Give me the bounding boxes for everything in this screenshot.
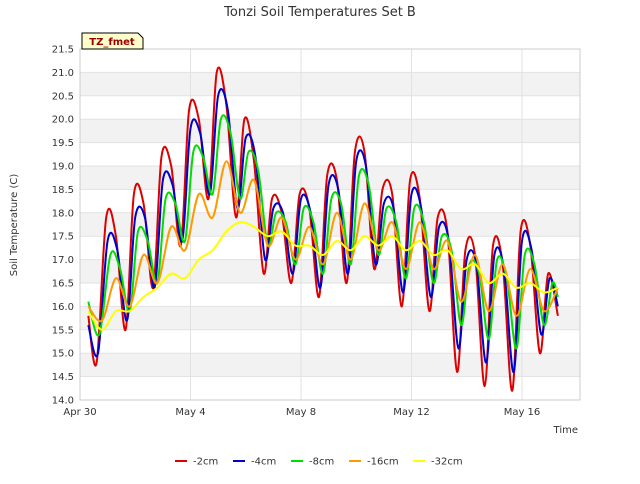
x-tick-label: Apr 30	[63, 407, 96, 418]
series-line-8cm	[87, 114, 559, 350]
legend-item: -8cm	[291, 457, 334, 468]
plot-band	[80, 353, 580, 377]
x-axis-label: Time	[553, 425, 578, 436]
y-tick-label: 18.0	[52, 208, 74, 219]
legend-item: -2cm	[175, 457, 218, 468]
y-tick-label: 20.5	[52, 91, 74, 102]
y-tick-label: 19.5	[52, 138, 74, 149]
series-line-32cm	[87, 221, 559, 331]
x-tick-label: May 4	[175, 407, 205, 418]
y-tick-label: 21.5	[52, 45, 74, 56]
legend-label: -4cm	[251, 457, 276, 468]
y-tick-label: 14.5	[52, 372, 74, 383]
y-tick-label: 21.0	[52, 68, 74, 79]
y-tick-label: 16.0	[52, 302, 74, 313]
y-tick-label: 15.5	[52, 325, 74, 336]
legend-label: -32cm	[431, 457, 463, 468]
y-tick-label: 19.0	[52, 162, 74, 173]
plot-bands	[80, 72, 580, 377]
plot-frame	[79, 48, 581, 401]
y-tick-label: 17.0	[52, 255, 74, 266]
x-ticks: Apr 30 May 4 May 8 May 12 May 16	[63, 407, 540, 418]
y-tick-label: 15.0	[52, 349, 74, 360]
y-tick-label: 14.0	[52, 396, 74, 407]
series-line-2cm	[87, 66, 559, 392]
series-line-16cm	[87, 160, 559, 323]
x-tick-label: May 8	[286, 407, 316, 418]
y-tick-label: 16.5	[52, 279, 74, 290]
chart-title: Tonzi Soil Temperatures Set B	[223, 5, 416, 20]
tag-box-shape	[81, 32, 144, 50]
plot-band	[80, 72, 580, 96]
plot-band	[80, 212, 580, 237]
series-lines	[87, 66, 559, 392]
y-tick-label: 17.5	[52, 232, 74, 243]
tag-box: TZ_fmet	[81, 32, 144, 50]
y-tick-label: 18.5	[52, 185, 74, 196]
legend-label: -8cm	[309, 457, 334, 468]
plot-band	[80, 119, 580, 143]
legend-label: -16cm	[367, 457, 399, 468]
y-axis-label: Soil Temperature (C)	[9, 174, 20, 277]
legend-label: -2cm	[193, 457, 218, 468]
y-tick-label: 20.0	[52, 115, 74, 126]
tag-label: TZ_fmet	[89, 37, 135, 48]
legend-item: -4cm	[233, 457, 276, 468]
legend-item: -16cm	[349, 457, 399, 468]
legend: -2cm -4cm -8cm -16cm -32cm	[175, 457, 463, 468]
legend-item: -32cm	[413, 457, 463, 468]
x-tick-label: May 12	[393, 407, 430, 418]
y-ticks: 14.0 14.5 15.0 15.5 16.0 16.5 17.0 17.5 18.0 18.5…	[52, 45, 74, 407]
x-tick-label: May 16	[504, 407, 541, 418]
series-line-4cm	[87, 88, 559, 373]
